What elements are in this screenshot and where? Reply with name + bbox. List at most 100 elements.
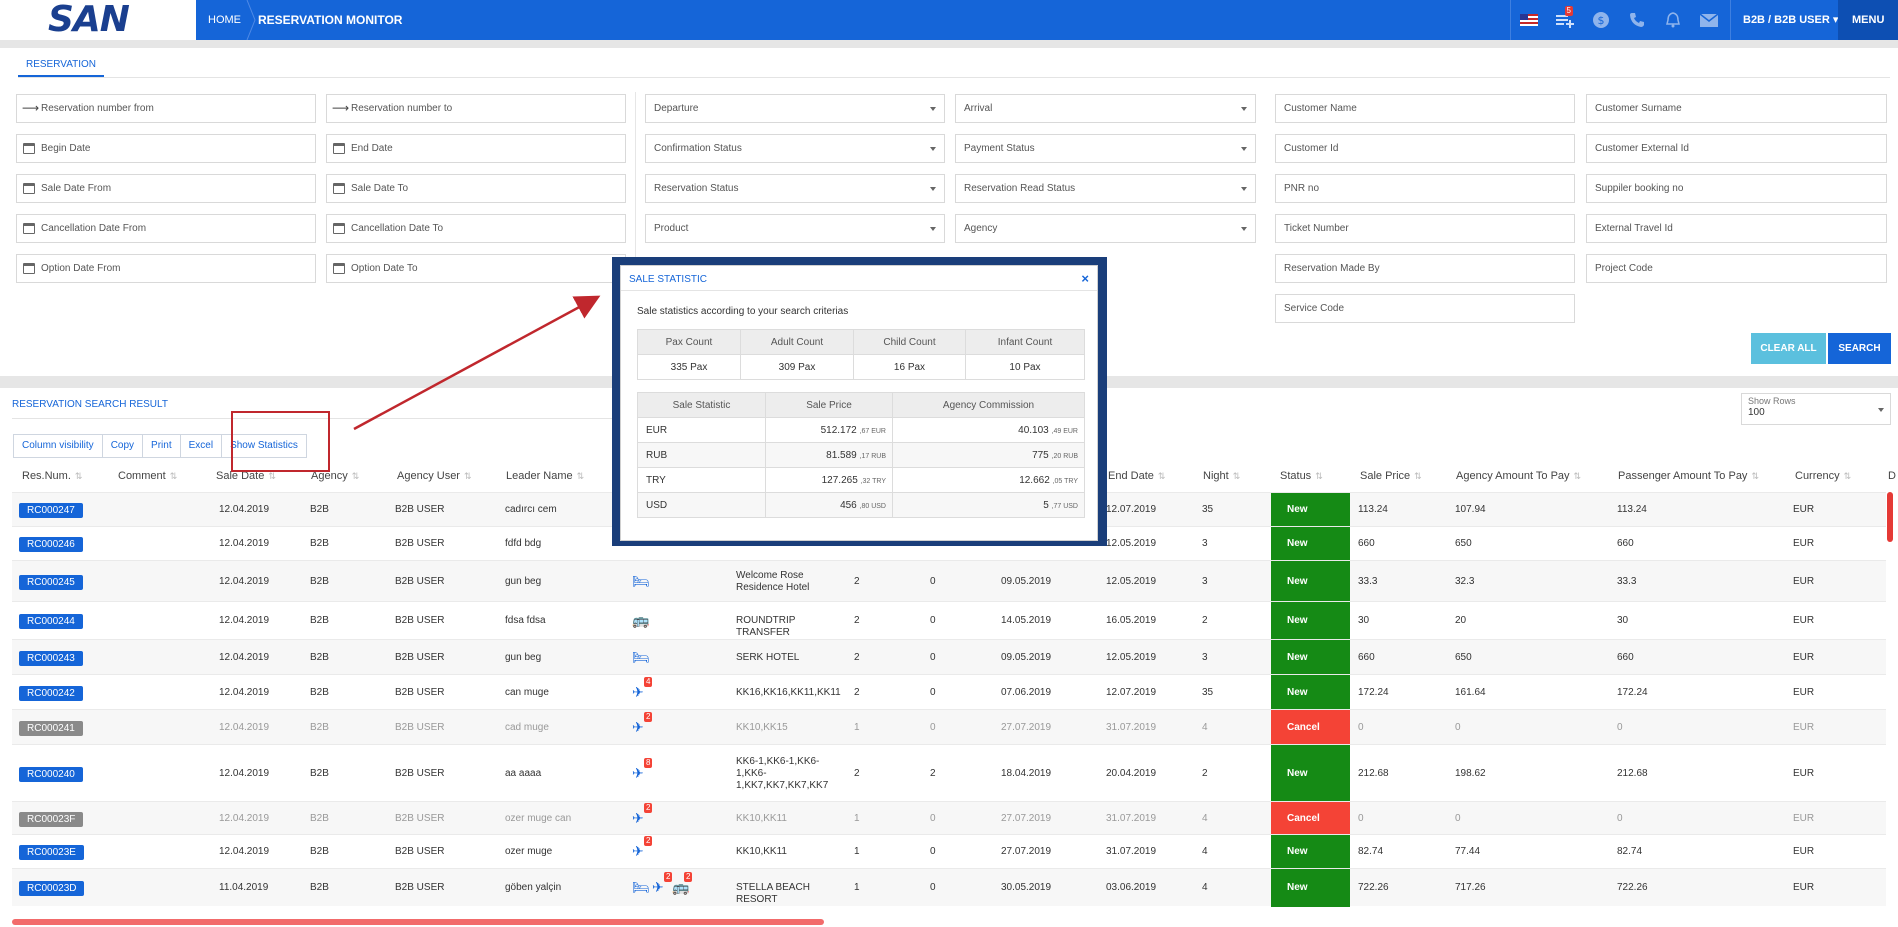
reservation-number-link[interactable]: RC000243 [19,651,83,666]
table-row[interactable]: RC000245 12.04.2019 B2B B2B USER gun beg 🛏 Wel… [12,560,1886,602]
arrival-select[interactable]: Arrival [955,94,1256,123]
bed-icon[interactable]: 🛏 [632,573,650,589]
col-end-date[interactable]: End Date ⇅ [1108,470,1165,482]
breadcrumb-home[interactable]: HOME [208,14,241,26]
reservation-number-link[interactable]: RC000242 [19,686,83,701]
plane-icon[interactable]: ✈ [632,843,644,859]
reservation-number-link[interactable]: RC00023E [19,845,84,860]
confirmation-status-select[interactable]: Confirmation Status [645,134,945,163]
table-row[interactable]: RC000240 12.04.2019 B2B B2B USER aa aaaa ✈ 8 KK… [12,744,1886,802]
plane-icon[interactable]: ✈ [632,719,644,735]
sale-price-cell: 456 ,80 USD [765,492,893,518]
logo[interactable]: SAN [48,0,130,40]
table-row[interactable]: RC000241 12.04.2019 B2B B2B USER cad muge ✈ 2 K… [12,709,1886,745]
customer-id-input[interactable]: Customer Id [1275,134,1575,163]
departure-select[interactable]: Departure [645,94,945,123]
col-agency[interactable]: Agency ⇅ [311,470,359,482]
reservation-to-input[interactable]: ⟶ Reservation number to [326,94,626,123]
clear-all-button[interactable]: CLEAR ALL [1751,333,1826,364]
table-row[interactable]: RC000243 12.04.2019 B2B B2B USER gun beg 🛏 SER… [12,639,1886,675]
col-agency-user[interactable]: Agency User ⇅ [397,470,472,482]
bus-icon[interactable]: 🚌 [632,612,650,628]
cart-icon[interactable]: 5 [1547,0,1583,40]
tab-reservation[interactable]: RESERVATION [18,55,105,77]
logo-area[interactable]: SAN [0,0,196,40]
cancel-date-to-input[interactable]: Cancellation Date To [326,214,626,243]
plane-icon[interactable]: ✈ [632,684,644,700]
print-button[interactable]: Print [143,435,181,457]
reservation-read-status-select[interactable]: Reservation Read Status [955,174,1256,203]
plane-icon[interactable]: ✈ [632,810,644,826]
bed-icon[interactable]: 🛏 [632,649,650,665]
show-rows-select[interactable]: Show Rows 100 [1741,393,1891,425]
vertical-scrollbar[interactable] [1887,492,1893,542]
horizontal-scrollbar[interactable] [12,919,824,925]
reservation-number-link[interactable]: RC000247 [19,503,83,518]
customer-external-id-input[interactable]: Customer External Id [1586,134,1887,163]
col-d[interactable]: D [1888,470,1896,482]
col-res-num[interactable]: Res.Num. ⇅ [22,470,82,482]
show-statistics-button[interactable]: Show Statistics [222,435,306,457]
plane-icon[interactable]: ✈ [632,765,644,781]
phone-icon[interactable] [1619,0,1655,40]
col-night[interactable]: Night ⇅ [1203,470,1240,482]
sale-date-from-input[interactable]: Sale Date From [16,174,316,203]
excel-button[interactable]: Excel [180,435,223,457]
external-travel-id-input[interactable]: External Travel Id [1586,214,1887,243]
table-row[interactable]: RC00023D 11.04.2019 B2B B2B USER göben yalçi… [12,868,1886,907]
table-row[interactable]: RC00023F 12.04.2019 B2B B2B USER ozer muge c… [12,801,1886,835]
sale-date-to-input[interactable]: Sale Date To [326,174,626,203]
option-date-from-input[interactable]: Option Date From [16,254,316,283]
agency-amount-cell: 20 [1455,615,1467,626]
end-date-input[interactable]: End Date [326,134,626,163]
reservation-number-link[interactable]: RC00023D [19,881,85,896]
cancel-date-from-input[interactable]: Cancellation Date From [16,214,316,243]
col-currency[interactable]: Currency ⇅ [1795,470,1851,482]
mail-icon[interactable] [1691,0,1727,40]
pnr-no-input[interactable]: PNR no [1275,174,1575,203]
customer-name-input[interactable]: Customer Name [1275,94,1575,123]
reservation-made-by-input[interactable]: Reservation Made By [1275,254,1575,283]
copy-button[interactable]: Copy [102,435,144,457]
user-menu-button[interactable]: B2B / B2B USER ▾ [1730,0,1844,40]
col-status[interactable]: Status ⇅ [1280,470,1323,482]
project-code-input[interactable]: Project Code [1586,254,1887,283]
table-row[interactable]: RC00023E 12.04.2019 B2B B2B USER ozer muge ✈ 2… [12,834,1886,869]
search-button[interactable]: SEARCH [1828,333,1891,364]
col-sale-date[interactable]: Sale Date ⇅ [216,470,276,482]
table-row[interactable]: RC000242 12.04.2019 B2B B2B USER can muge ✈ 4 K… [12,674,1886,710]
reservation-number-link[interactable]: RC000245 [19,575,83,590]
payment-status-select[interactable]: Payment Status [955,134,1256,163]
reservation-number-link[interactable]: RC000241 [19,721,83,736]
product-select[interactable]: Product [645,214,945,243]
service-code-input[interactable]: Service Code [1275,294,1575,323]
reservation-number-link[interactable]: RC000246 [19,537,83,552]
supplier-booking-no-input[interactable]: Suppiler booking no [1586,174,1887,203]
menu-button[interactable]: MENU [1838,0,1898,40]
plane-icon[interactable]: ✈ [652,879,664,895]
col-passenger-amount[interactable]: Passenger Amount To Pay ⇅ [1618,470,1759,482]
reservation-number-link[interactable]: RC000240 [19,767,83,782]
reservation-number-link[interactable]: RC00023F [19,812,84,827]
col-agency-amount[interactable]: Agency Amount To Pay ⇅ [1456,470,1581,482]
begin-date-input[interactable]: Begin Date [16,134,316,163]
bus-icon[interactable]: 🚌 [672,879,690,895]
col-sale-price[interactable]: Sale Price ⇅ [1360,470,1422,482]
option-date-to-input[interactable]: Option Date To [326,254,626,283]
bed-icon[interactable]: 🛏 [632,879,650,895]
reservation-status-select[interactable]: Reservation Status [645,174,945,203]
close-icon[interactable]: × [1081,271,1089,286]
reservation-from-input[interactable]: ⟶ Reservation number from [16,94,316,123]
table-row[interactable]: RC000244 12.04.2019 B2B B2B USER fdsa fdsa 🚌 R… [12,601,1886,640]
ticket-number-input[interactable]: Ticket Number [1275,214,1575,243]
bell-icon[interactable] [1655,0,1691,40]
col-comment[interactable]: Comment ⇅ [118,470,177,482]
agency-select[interactable]: Agency [955,214,1256,243]
col-leader-name[interactable]: Leader Name ⇅ [506,470,584,482]
sort-icon: ⇅ [1157,471,1166,481]
flag-us-icon[interactable] [1511,0,1547,40]
dollar-icon[interactable]: $ [1583,0,1619,40]
column-visibility-button[interactable]: Column visibility [14,435,103,457]
reservation-number-link[interactable]: RC000244 [19,614,83,629]
customer-surname-input[interactable]: Customer Surname [1586,94,1887,123]
